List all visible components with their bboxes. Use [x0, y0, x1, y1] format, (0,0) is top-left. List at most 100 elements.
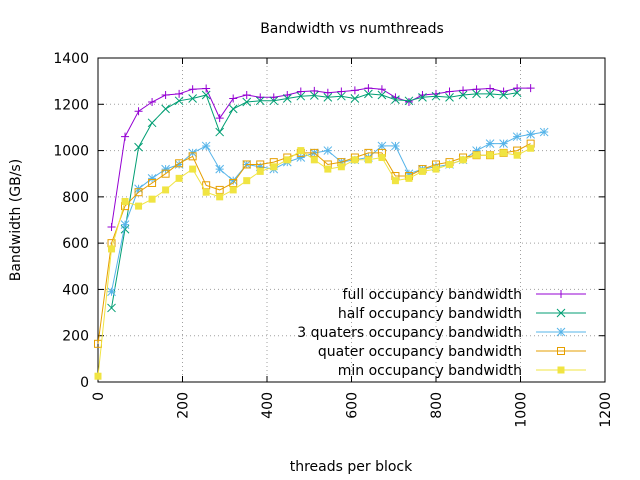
legend-label: quater occupancy bandwidth [318, 344, 522, 360]
data-point [364, 156, 372, 164]
data-point [350, 94, 360, 103]
legend: full occupancy bandwidth half occupancy b… [297, 287, 586, 379]
legend-marker [557, 290, 565, 298]
data-point [446, 160, 454, 168]
data-point [107, 222, 116, 231]
data-point [161, 104, 170, 114]
data-point [148, 178, 157, 187]
data-point [175, 159, 184, 168]
data-point [174, 96, 184, 106]
y-tick-label: 1400 [53, 51, 89, 67]
legend-entry: 3 quaters occupancy bandwidth [297, 325, 586, 341]
data-point [445, 87, 454, 96]
series-line [97, 147, 531, 377]
data-point [404, 96, 414, 106]
y-tick-label: 1000 [53, 144, 89, 160]
x-tick-label: 600 [345, 392, 361, 419]
data-point [228, 176, 238, 186]
data-point [526, 130, 535, 139]
data-point [405, 174, 413, 182]
legend-marker [556, 327, 566, 337]
data-point [310, 86, 319, 95]
data-point [134, 107, 143, 116]
data-point [188, 85, 197, 94]
data-point [148, 195, 156, 203]
data-point [485, 89, 495, 99]
data-point [486, 151, 494, 159]
data-point [121, 132, 130, 141]
data-point [377, 90, 387, 100]
data-point [499, 139, 508, 148]
legend-entry: full occupancy bandwidth [343, 287, 586, 303]
data-point [418, 167, 426, 175]
data-point [189, 165, 197, 173]
data-point [445, 92, 454, 102]
data-point [243, 177, 251, 185]
data-point [391, 177, 399, 185]
data-point [162, 186, 170, 194]
data-point [215, 127, 225, 137]
data-point [310, 156, 318, 164]
legend-label: half occupancy bandwidth [338, 306, 522, 322]
legend-marker [557, 366, 565, 374]
legend-label: min occupancy bandwidth [338, 363, 522, 379]
data-point [404, 97, 413, 106]
data-point [364, 89, 373, 99]
data-point [309, 91, 319, 100]
data-point [499, 90, 508, 100]
series-2 [107, 88, 522, 313]
x-tick-label: 0 [91, 392, 107, 401]
axis-ticks: 0 200 400 600 800 1000 1200 1400 0 200 400 600 800 10… [53, 51, 614, 428]
data-point [296, 87, 305, 96]
y-tick-label: 400 [62, 282, 89, 298]
data-point [513, 84, 522, 93]
x-tick-label: 400 [260, 392, 276, 419]
data-point [215, 164, 225, 174]
data-point [377, 141, 387, 151]
legend-label: 3 quaters occupancy bandwidth [297, 325, 522, 341]
data-point [161, 91, 170, 100]
data-point [216, 193, 224, 201]
data-point [283, 156, 291, 164]
data-point [350, 86, 359, 95]
data-point [459, 156, 467, 164]
data-point [202, 188, 210, 196]
data-point [323, 92, 333, 102]
data-point [337, 91, 346, 101]
x-tick-label: 1000 [514, 392, 530, 428]
data-point [364, 84, 373, 93]
data-point [458, 90, 468, 100]
data-point [296, 91, 306, 101]
data-point [147, 173, 157, 183]
data-point [377, 85, 386, 94]
data-point [500, 149, 508, 157]
x-tick-label: 1200 [598, 392, 614, 428]
data-point [242, 91, 251, 100]
legend-entry: quater occupancy bandwidth [318, 344, 586, 360]
data-point [175, 174, 183, 182]
data-point [107, 287, 116, 297]
y-tick-label: 0 [80, 375, 89, 391]
legend-entry: half occupancy bandwidth [338, 306, 586, 322]
y-tick-label: 200 [62, 329, 89, 345]
data-point [255, 96, 265, 106]
data-point [404, 169, 414, 179]
data-point [269, 93, 278, 102]
data-point [513, 151, 521, 159]
series-3 [107, 127, 549, 297]
data-point [459, 86, 468, 95]
data-point [134, 142, 143, 152]
data-point [337, 87, 346, 96]
data-point [539, 127, 549, 137]
data-point [527, 144, 535, 152]
y-tick-label: 800 [62, 190, 89, 206]
data-point [148, 97, 157, 106]
data-point [391, 95, 400, 105]
data-point [472, 146, 481, 155]
series-line [97, 143, 531, 344]
series-line [111, 92, 518, 308]
data-point [526, 84, 535, 93]
x-tick-label: 800 [429, 392, 445, 419]
data-point [512, 132, 522, 142]
